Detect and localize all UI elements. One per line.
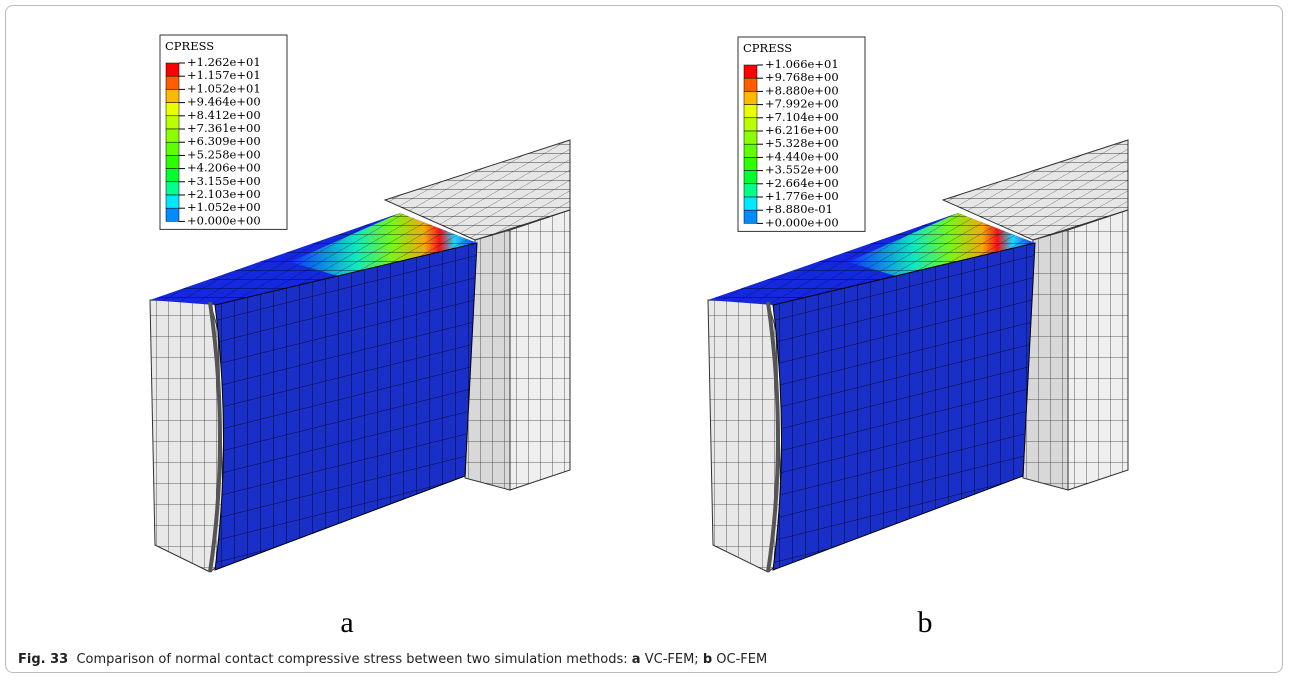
legend-swatch [743,130,758,145]
legend-swatch [743,64,758,79]
legend-label: +0.000e+00 [187,213,261,227]
legend-label: +1.052e+00 [187,200,261,214]
legend-label: +8.880e-01 [765,202,833,216]
legend-label: +5.258e+00 [187,147,261,161]
legend-swatch [165,75,180,90]
caption-item-text: OC-FEM [716,652,768,667]
legend-title: CPRESS [743,41,792,55]
legend-label: +7.361e+00 [187,121,261,135]
legend-box [737,36,866,232]
legend-swatch [743,91,758,105]
legend-label: +3.155e+00 [187,174,261,188]
legend-label: +9.768e+00 [765,70,839,84]
legend-label: +8.880e+00 [765,83,839,97]
legend-title: CPRESS [165,39,214,53]
panel-label: b [918,606,933,639]
legend-swatch [743,143,758,158]
legend-swatch [165,207,180,222]
legend-swatch [165,128,180,143]
legend-label: +1.262e+01 [187,55,261,69]
caption: Fig. 33 Comparison of normal contact com… [18,652,767,667]
legend-label: +0.000e+00 [765,215,839,229]
legend-swatch [743,157,758,171]
legend-label: +1.776e+00 [765,189,839,203]
legend-label: +5.328e+00 [765,136,839,150]
legend-label: +2.103e+00 [187,187,261,201]
panel-label: a [340,606,353,639]
legend: CPRESS +1.262e+01+1.157e+01+1.052e+01+9.4… [159,34,288,230]
legend-label: +8.412e+00 [187,108,261,122]
legend-label: +2.664e+00 [765,176,839,190]
legend-label: +4.206e+00 [187,161,261,175]
legend-swatch [743,170,758,185]
legend-swatch [743,104,758,119]
legend-box [159,34,288,230]
legend-label: +1.066e+01 [765,57,839,71]
legend-swatch [165,115,180,130]
legend-swatch [743,117,758,132]
caption-item-label: b [702,652,713,667]
legend-swatch [165,102,180,117]
legend-swatch [743,209,758,224]
legend-swatch [165,141,180,156]
figure: CPRESS +1.262e+01+1.157e+01+1.052e+01+9.4… [148,34,1130,639]
legend-swatch [743,196,758,211]
legend-swatch [165,89,180,103]
caption-item-text: VC-FEM; [644,652,699,667]
legend-swatch [165,155,180,169]
legend-label: +7.104e+00 [765,110,839,124]
legend-label: +9.464e+00 [187,95,261,109]
legend-swatch [165,194,180,209]
legend-swatch [165,168,180,183]
legend-label: +1.157e+01 [187,68,261,82]
legend-swatch [165,62,180,77]
legend-swatch [743,183,758,198]
caption-item-label: a [631,652,641,667]
legend-label: +6.216e+00 [765,123,839,137]
legend-swatch [165,181,180,196]
legend-label: +1.052e+01 [187,81,261,95]
caption-label: Fig. 33 [18,652,69,667]
legend-label: +7.992e+00 [765,97,839,111]
figure-frame [5,5,1283,673]
legend-label: +6.309e+00 [187,134,261,148]
caption-text: Comparison of normal contact compressive… [76,652,628,667]
legend-label: +3.552e+00 [765,163,839,177]
legend-swatch [743,77,758,92]
legend-label: +4.440e+00 [765,149,839,163]
legend: CPRESS +1.066e+01+9.768e+00+8.880e+00+7.9… [737,36,866,232]
